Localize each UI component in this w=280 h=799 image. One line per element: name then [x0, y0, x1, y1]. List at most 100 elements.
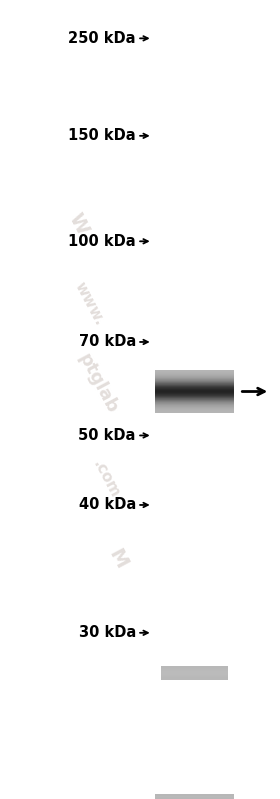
Bar [155, 795, 234, 797]
Bar [155, 794, 234, 797]
Bar [155, 794, 234, 797]
Bar [155, 797, 234, 799]
Bar [155, 793, 234, 797]
Bar [155, 795, 234, 798]
Bar [155, 795, 234, 797]
Bar [155, 795, 234, 798]
Text: 30 kDa: 30 kDa [79, 626, 136, 640]
Bar [155, 795, 234, 797]
Bar [155, 796, 234, 798]
Bar [155, 794, 234, 797]
Bar [155, 794, 234, 797]
Bar [155, 796, 234, 798]
Text: ptglab: ptglab [75, 351, 121, 416]
Bar [155, 794, 234, 797]
Bar [155, 796, 234, 799]
Bar [155, 794, 234, 797]
Bar [155, 795, 234, 798]
Bar [155, 796, 234, 798]
Bar [155, 796, 234, 798]
Bar [155, 795, 234, 797]
Bar [155, 794, 234, 797]
Bar [155, 795, 234, 798]
Bar [155, 795, 234, 797]
Bar [155, 794, 234, 797]
Bar [155, 795, 234, 797]
Bar [155, 795, 234, 797]
Bar [155, 796, 234, 798]
Bar [155, 794, 234, 797]
Bar [155, 794, 234, 797]
Bar [155, 794, 234, 797]
Bar [155, 794, 234, 797]
Bar [155, 794, 234, 797]
Bar [155, 794, 234, 797]
Bar [155, 796, 234, 798]
Text: M: M [105, 547, 130, 572]
Bar [155, 795, 234, 797]
Bar [155, 796, 234, 798]
Bar [155, 795, 234, 798]
Bar [155, 794, 234, 797]
Bar [155, 796, 234, 798]
Bar [155, 795, 234, 797]
Bar [155, 796, 234, 799]
Bar [155, 796, 234, 798]
Bar [155, 796, 234, 798]
Bar [155, 796, 234, 798]
Bar [155, 795, 234, 797]
Bar [155, 793, 234, 797]
Bar [155, 794, 234, 797]
Bar [155, 793, 234, 797]
Bar [155, 796, 234, 799]
Bar [155, 796, 234, 798]
Bar [155, 796, 234, 798]
Bar [155, 797, 234, 799]
Bar [155, 797, 234, 799]
Bar [155, 796, 234, 799]
Bar [155, 797, 234, 799]
Bar [155, 794, 234, 797]
Bar [155, 796, 234, 798]
Bar [155, 797, 234, 799]
Bar [155, 795, 234, 797]
Bar [155, 796, 234, 798]
Bar [155, 794, 234, 797]
Bar [155, 795, 234, 797]
Bar [155, 794, 234, 797]
Bar [155, 796, 234, 798]
Bar [155, 795, 234, 797]
Bar [155, 797, 234, 799]
Bar [155, 794, 234, 797]
Bar [155, 794, 234, 797]
Bar [155, 794, 234, 797]
Bar [155, 793, 234, 797]
Bar [155, 795, 234, 797]
Bar [155, 796, 234, 799]
Bar [155, 796, 234, 798]
Bar [155, 795, 234, 797]
Bar [155, 795, 234, 797]
Bar [155, 794, 234, 797]
Bar [155, 796, 234, 798]
Bar [155, 795, 234, 797]
Bar [155, 794, 234, 797]
Bar [155, 795, 234, 798]
Bar [155, 795, 234, 798]
Text: 100 kDa: 100 kDa [68, 234, 136, 248]
Bar [155, 794, 234, 797]
Bar [155, 794, 234, 797]
Bar [155, 796, 234, 798]
Bar [155, 794, 234, 797]
Bar [155, 795, 234, 797]
Bar [155, 794, 234, 797]
Bar [155, 797, 234, 799]
Bar [155, 794, 234, 797]
Bar [155, 796, 234, 799]
Bar [155, 795, 234, 797]
Bar [155, 794, 234, 797]
Bar [155, 794, 234, 797]
Bar [155, 794, 234, 797]
Bar [155, 795, 234, 797]
Bar [155, 794, 234, 797]
